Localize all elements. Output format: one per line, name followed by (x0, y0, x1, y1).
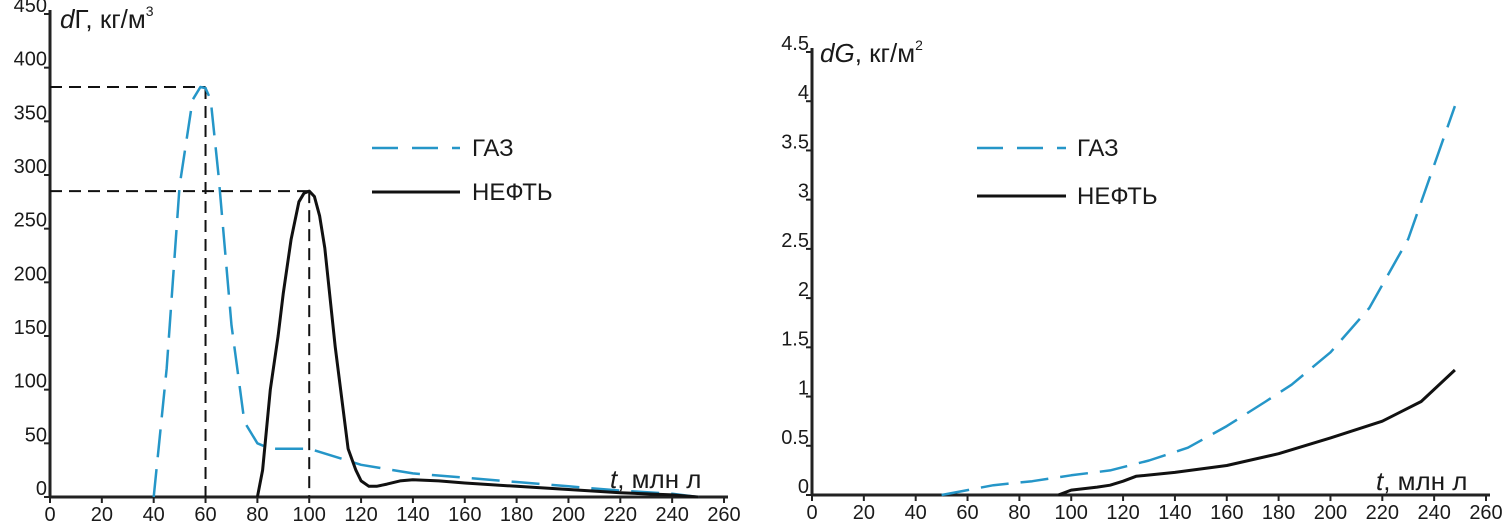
y-tick-label: 4 (798, 82, 809, 104)
y-tick-label: 2 (798, 279, 809, 301)
x-tick-label: 160 (1210, 502, 1243, 523)
x-tick-label: 200 (552, 504, 585, 523)
y-tick-label: 50 (25, 424, 47, 446)
y-tick-label: 0 (798, 476, 809, 498)
y-axis-label-unit: , кг/м (85, 4, 145, 34)
x-tick-label: 100 (293, 504, 326, 523)
legend-label-oil: НЕФТЬ (1077, 183, 1158, 210)
y-axis-label: dG, кг/м2 (820, 37, 923, 68)
x-axis-label-variable: t (610, 464, 619, 494)
x-tick-label: 40 (143, 504, 165, 523)
chart-1: 0 20 40 60 80 100 120 140 160 180 200 220 240 260 0 50 1… (14, 0, 741, 523)
x-tick-label: 180 (500, 504, 533, 523)
x-axis-label: t, млн л (610, 464, 701, 494)
x-tick-label: 160 (448, 504, 481, 523)
x-axis-label-unit: , млн л (617, 464, 701, 494)
x-tick-label: 120 (1106, 502, 1139, 523)
x-tick-label: 60 (956, 502, 978, 523)
chart-2: 0 20 40 60 80 100 120 140 160 180 200 220 240 260 0 0.5… (781, 33, 1503, 523)
y-axis-label-unit: , кг/м (855, 38, 915, 68)
x-tick-label: 140 (1158, 502, 1191, 523)
x-tick-label: 20 (91, 504, 113, 523)
series-line-gas (152, 85, 699, 499)
series-line-gas (941, 105, 1457, 497)
y-axis-label-symbol: Г (74, 4, 88, 34)
x-tick-label: 0 (44, 504, 55, 523)
y-axis-label-symbol: G (834, 38, 854, 68)
x-axis-label-unit: , млн л (1383, 466, 1467, 496)
y-tick-label: 1 (798, 378, 809, 400)
x-tick-label: 80 (1008, 502, 1030, 523)
x-tick-label: 0 (806, 502, 817, 523)
x-axis-label: t, млн л (1376, 466, 1467, 496)
y-tick-label: 450 (14, 0, 47, 17)
x-tick-label: 60 (194, 504, 216, 523)
x-tick-label: 80 (246, 504, 268, 523)
x-tick-label: 260 (707, 504, 740, 523)
x-tick-label: 180 (1262, 502, 1295, 523)
legend-label-gas: ГАЗ (1077, 135, 1119, 162)
y-tick-label: 300 (14, 156, 47, 178)
y-axis-label-variable: d (820, 38, 836, 68)
series-line-oil (1057, 368, 1456, 497)
x-tick-label: 120 (344, 504, 377, 523)
x-tick-label: 240 (1417, 502, 1450, 523)
x-tick-label: 100 (1055, 502, 1088, 523)
y-tick-label: 3 (798, 181, 809, 203)
y-tick-label: 100 (14, 371, 47, 393)
x-axis-label-variable: t (1376, 466, 1385, 496)
x-tick-label: 140 (396, 504, 429, 523)
y-tick-label: 350 (14, 102, 47, 124)
x-tick-label: 260 (1469, 502, 1502, 523)
y-tick-label: 1.5 (781, 328, 809, 350)
y-tick-label: 250 (14, 210, 47, 232)
legend-label-oil: НЕФТЬ (472, 179, 553, 206)
y-tick-label: 0.5 (781, 427, 809, 449)
x-tick-label: 220 (1366, 502, 1399, 523)
series-line-oil (255, 189, 699, 499)
x-tick-label: 240 (655, 504, 688, 523)
x-tick-label: 40 (905, 502, 927, 523)
y-tick-label: 200 (14, 263, 47, 285)
y-tick-label: 3.5 (781, 131, 809, 153)
y-tick-label: 150 (14, 317, 47, 339)
legend-label-gas: ГАЗ (472, 135, 514, 162)
y-tick-label: 0 (36, 478, 47, 500)
y-axis-label-exponent: 2 (915, 37, 923, 53)
y-axis-label-exponent: 3 (146, 3, 154, 19)
y-tick-label: 400 (14, 49, 47, 71)
y-tick-label: 2.5 (781, 230, 809, 252)
y-tick-label: 4.5 (781, 33, 809, 55)
x-tick-label: 200 (1314, 502, 1347, 523)
y-axis-label: dГ, кг/м3 (60, 3, 154, 34)
x-tick-label: 20 (853, 502, 875, 523)
y-axis-label-variable: d (60, 4, 76, 34)
x-tick-label: 220 (604, 504, 637, 523)
